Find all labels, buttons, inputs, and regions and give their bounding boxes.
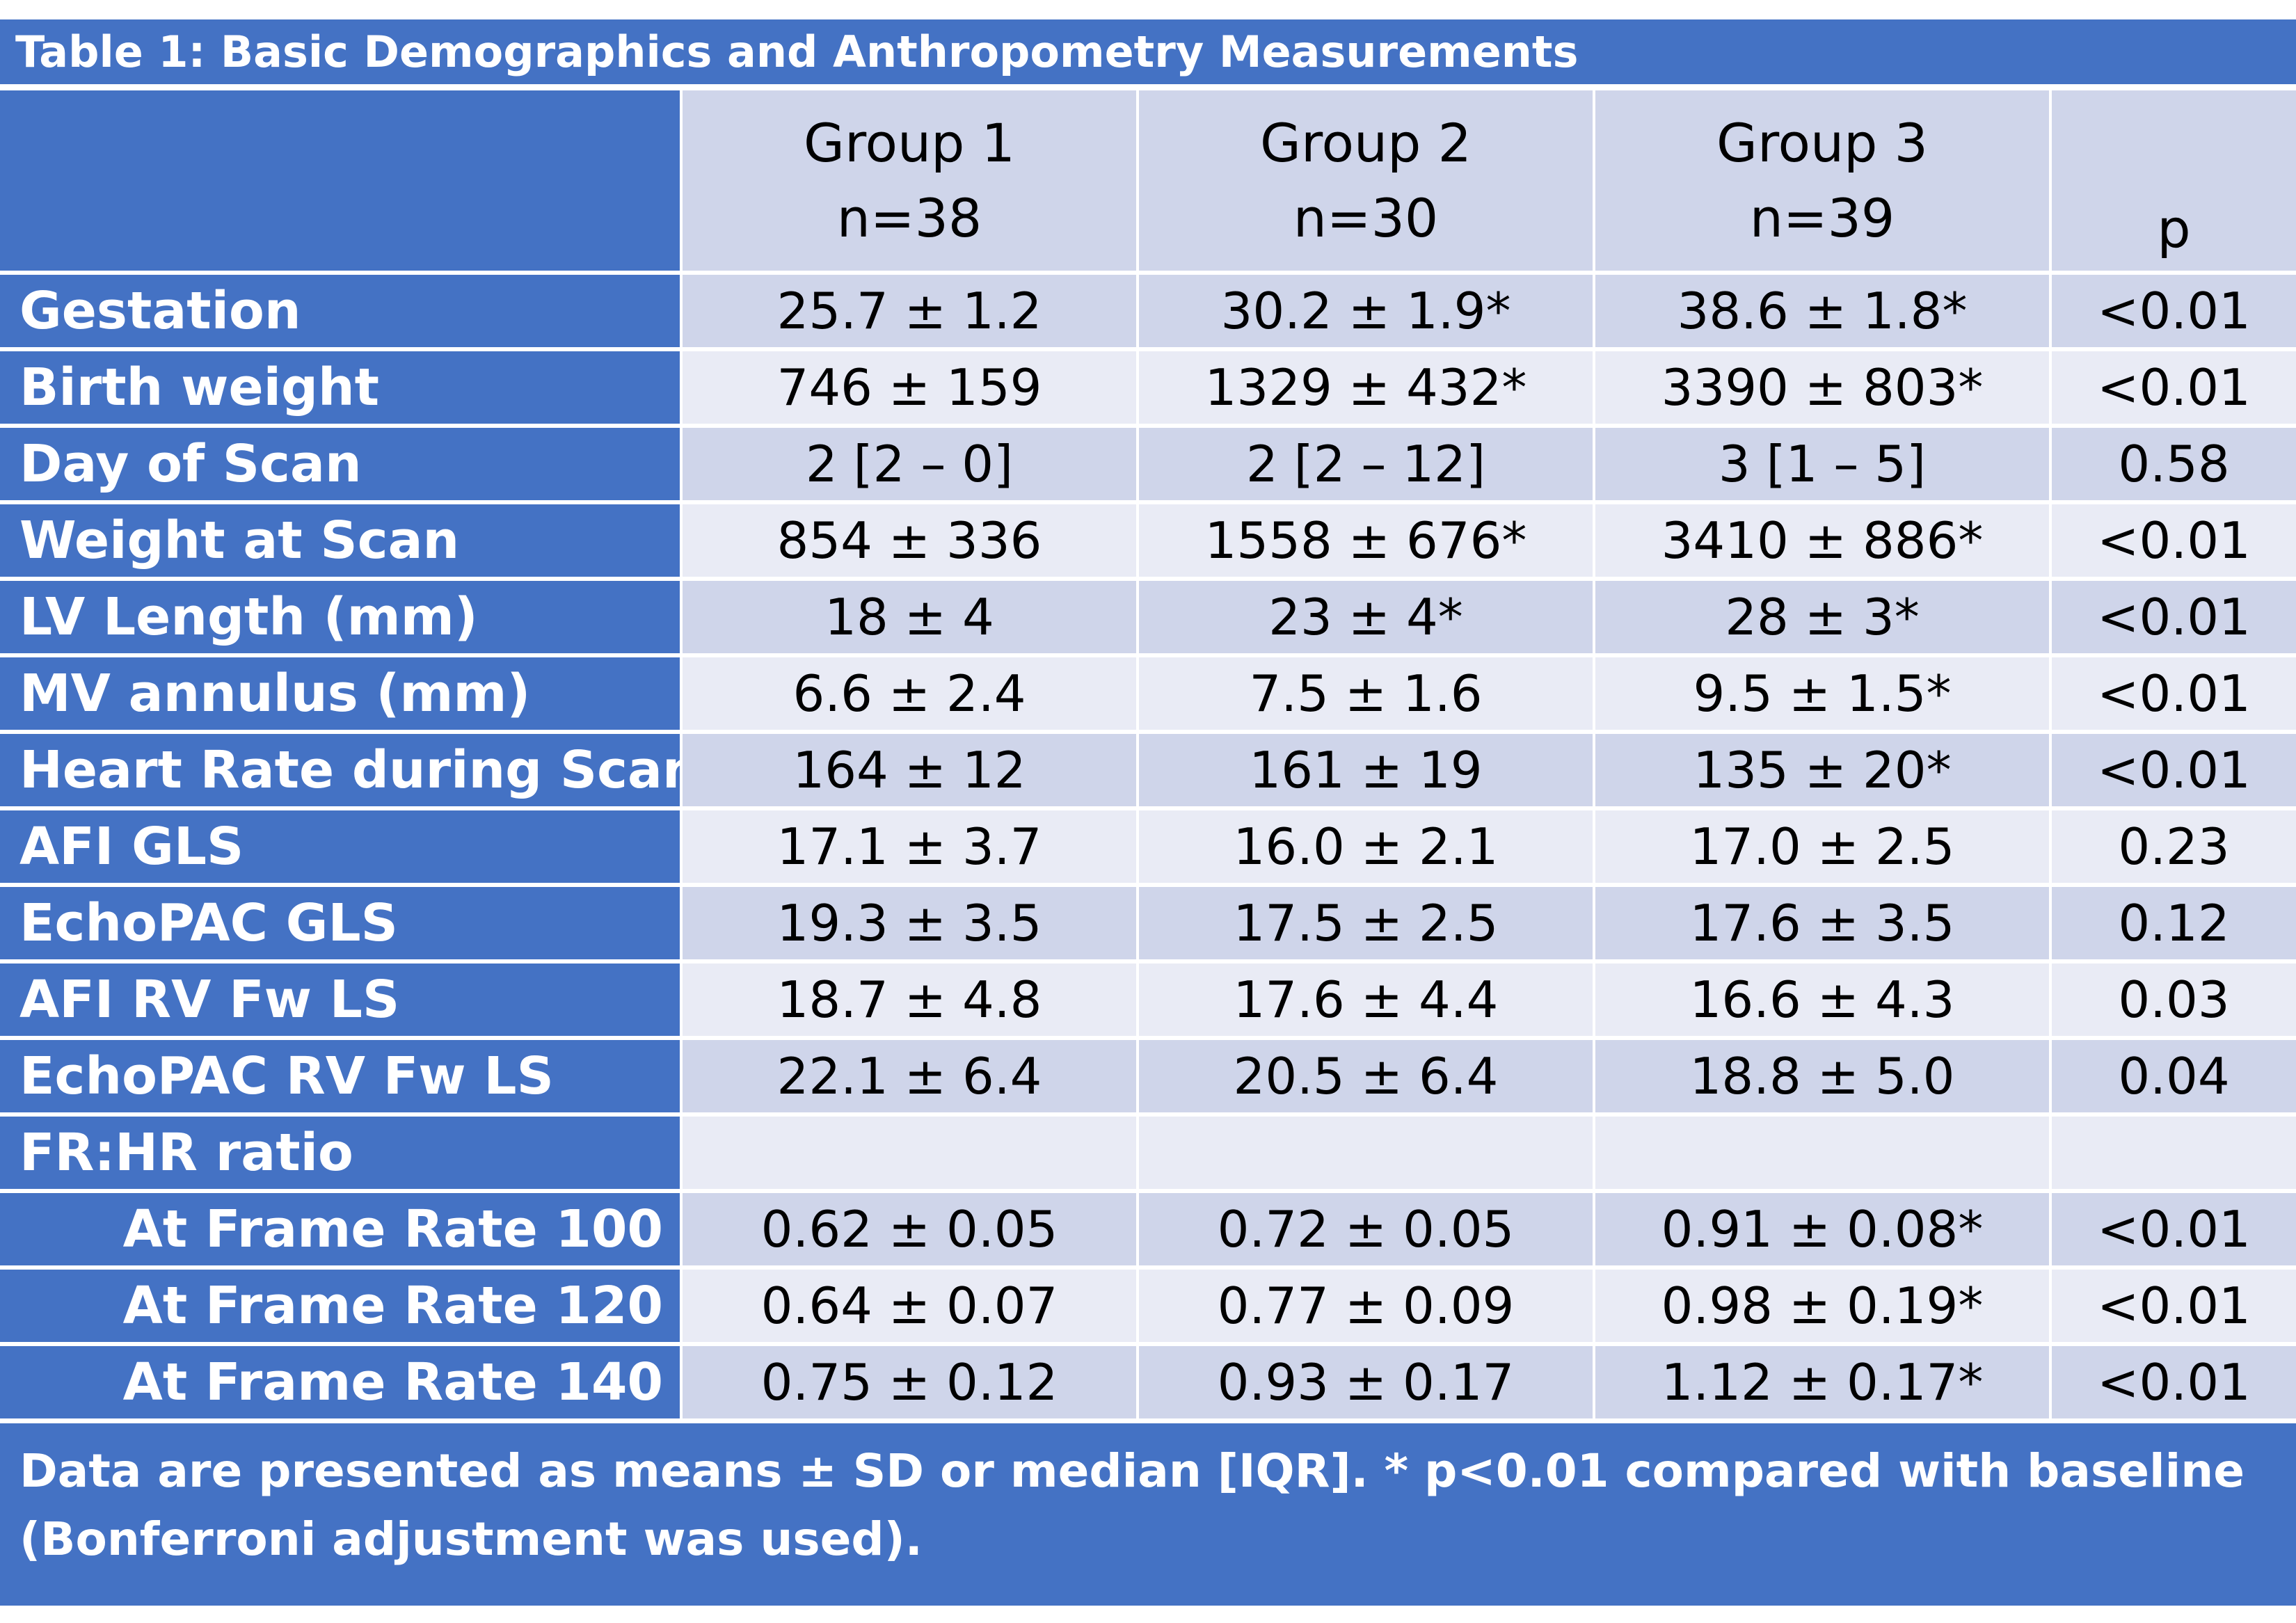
header-group-3: Group 3 n=39 (1595, 90, 2052, 275)
group-1-value-cell: 854 ± 336 (683, 504, 1139, 581)
p-value-cell (2052, 1117, 2296, 1193)
group-1-value-cell: 0.62 ± 0.05 (683, 1193, 1139, 1270)
header-p-value: p (2052, 90, 2296, 275)
group-1-value-cell: 25.7 ± 1.2 (683, 275, 1139, 351)
group-2-value-cell: 17.6 ± 4.4 (1139, 964, 1595, 1040)
p-value-cell: 0.23 (2052, 810, 2296, 887)
row-label: Birth weight (0, 351, 683, 428)
row-label: AFI GLS (0, 810, 683, 887)
group-3-value-cell: 17.6 ± 3.5 (1595, 887, 2052, 964)
footnote-line-2: (Bonferroni adjustment was used). (19, 1512, 923, 1566)
table-frame: Table 1: Basic Demographics and Anthropo… (0, 19, 2296, 1623)
group-1-value-cell (683, 1117, 1139, 1193)
row-label: LV Length (mm) (0, 581, 683, 657)
row-label: At Frame Rate 120 (0, 1270, 683, 1346)
p-value-cell: <0.01 (2052, 1270, 2296, 1346)
group-2-value-cell: 17.5 ± 2.5 (1139, 887, 1595, 964)
group-3-value-cell: 1.12 ± 0.17* (1595, 1346, 2052, 1423)
group-3-value-cell: 0.98 ± 0.19* (1595, 1270, 2052, 1346)
header-group-1: Group 1 n=38 (683, 90, 1139, 275)
row-label: At Frame Rate 100 (0, 1193, 683, 1270)
p-label: p (2157, 198, 2191, 259)
p-value-cell: 0.58 (2052, 428, 2296, 504)
group-2-value-cell: 0.93 ± 0.17 (1139, 1346, 1595, 1423)
group-2-value-cell: 1558 ± 676* (1139, 504, 1595, 581)
p-value-cell: <0.01 (2052, 504, 2296, 581)
group-1-value-cell: 0.75 ± 0.12 (683, 1346, 1139, 1423)
group-3-value-cell: 38.6 ± 1.8* (1595, 275, 2052, 351)
group-2-name: Group 2 (1260, 111, 1472, 174)
group-1-value-cell: 2 [2 – 0] (683, 428, 1139, 504)
group-1-value-cell: 18.7 ± 4.8 (683, 964, 1139, 1040)
group-1-value-cell: 0.64 ± 0.07 (683, 1270, 1139, 1346)
group-2-value-cell: 23 ± 4* (1139, 581, 1595, 657)
group-2-value-cell: 7.5 ± 1.6 (1139, 657, 1595, 734)
p-value-cell: <0.01 (2052, 657, 2296, 734)
group-2-value-cell: 2 [2 – 12] (1139, 428, 1595, 504)
table-footnote: Data are presented as means ± SD or medi… (0, 1423, 2296, 1606)
group-1-value-cell: 164 ± 12 (683, 734, 1139, 810)
group-3-value-cell: 3390 ± 803* (1595, 351, 2052, 428)
row-label: EchoPAC RV Fw LS (0, 1040, 683, 1117)
footnote-line-1: Data are presented as means ± SD or medi… (19, 1444, 2245, 1498)
group-2-value-cell: 0.72 ± 0.05 (1139, 1193, 1595, 1270)
group-3-value-cell: 0.91 ± 0.08* (1595, 1193, 2052, 1270)
p-value-cell: 0.04 (2052, 1040, 2296, 1117)
group-3-value-cell: 9.5 ± 1.5* (1595, 657, 2052, 734)
group-1-name: Group 1 (804, 111, 1015, 174)
row-label: EchoPAC GLS (0, 887, 683, 964)
group-2-value-cell: 20.5 ± 6.4 (1139, 1040, 1595, 1117)
group-1-value-cell: 18 ± 4 (683, 581, 1139, 657)
group-1-value-cell: 6.6 ± 2.4 (683, 657, 1139, 734)
p-value-cell: <0.01 (2052, 351, 2296, 428)
header-group-2: Group 2 n=30 (1139, 90, 1595, 275)
row-label: FR:HR ratio (0, 1117, 683, 1193)
group-2-value-cell: 0.77 ± 0.09 (1139, 1270, 1595, 1346)
group-2-value-cell: 16.0 ± 2.1 (1139, 810, 1595, 887)
p-value-cell: 0.03 (2052, 964, 2296, 1040)
row-label: AFI RV Fw LS (0, 964, 683, 1040)
group-3-value-cell: 3 [1 – 5] (1595, 428, 2052, 504)
group-2-value-cell (1139, 1117, 1595, 1193)
p-value-cell: 0.12 (2052, 887, 2296, 964)
group-3-value-cell: 3410 ± 886* (1595, 504, 2052, 581)
group-2-value-cell: 161 ± 19 (1139, 734, 1595, 810)
group-2-value-cell: 30.2 ± 1.9* (1139, 275, 1595, 351)
group-3-name: Group 3 (1716, 111, 1928, 174)
group-3-value-cell (1595, 1117, 2052, 1193)
row-label: Gestation (0, 275, 683, 351)
row-label: At Frame Rate 140 (0, 1346, 683, 1423)
group-3-value-cell: 16.6 ± 4.3 (1595, 964, 2052, 1040)
group-1-value-cell: 19.3 ± 3.5 (683, 887, 1139, 964)
group-2-n: n=30 (1293, 186, 1439, 249)
group-3-value-cell: 28 ± 3* (1595, 581, 2052, 657)
group-3-value-cell: 135 ± 20* (1595, 734, 2052, 810)
group-1-value-cell: 746 ± 159 (683, 351, 1139, 428)
p-value-cell: <0.01 (2052, 734, 2296, 810)
p-value-cell: <0.01 (2052, 1193, 2296, 1270)
row-label: Weight at Scan (0, 504, 683, 581)
row-label: Heart Rate during Scan (0, 734, 699, 810)
p-value-cell: <0.01 (2052, 581, 2296, 657)
group-3-value-cell: 17.0 ± 2.5 (1595, 810, 2052, 887)
group-1-n: n=38 (836, 186, 982, 249)
table-title: Table 1: Basic Demographics and Anthropo… (0, 19, 2296, 84)
p-value-cell: <0.01 (2052, 1346, 2296, 1423)
row-label: MV annulus (mm) (0, 657, 683, 734)
group-2-value-cell: 1329 ± 432* (1139, 351, 1595, 428)
group-1-value-cell: 17.1 ± 3.7 (683, 810, 1139, 887)
row-label: Day of Scan (0, 428, 683, 504)
group-1-value-cell: 22.1 ± 6.4 (683, 1040, 1139, 1117)
p-value-cell: <0.01 (2052, 275, 2296, 351)
group-3-n: n=39 (1749, 186, 1895, 249)
group-3-value-cell: 18.8 ± 5.0 (1595, 1040, 2052, 1117)
header-corner (0, 90, 683, 275)
data-table: Group 1 n=38 Group 2 n=30 Group 3 n=39 p… (0, 90, 2296, 1423)
